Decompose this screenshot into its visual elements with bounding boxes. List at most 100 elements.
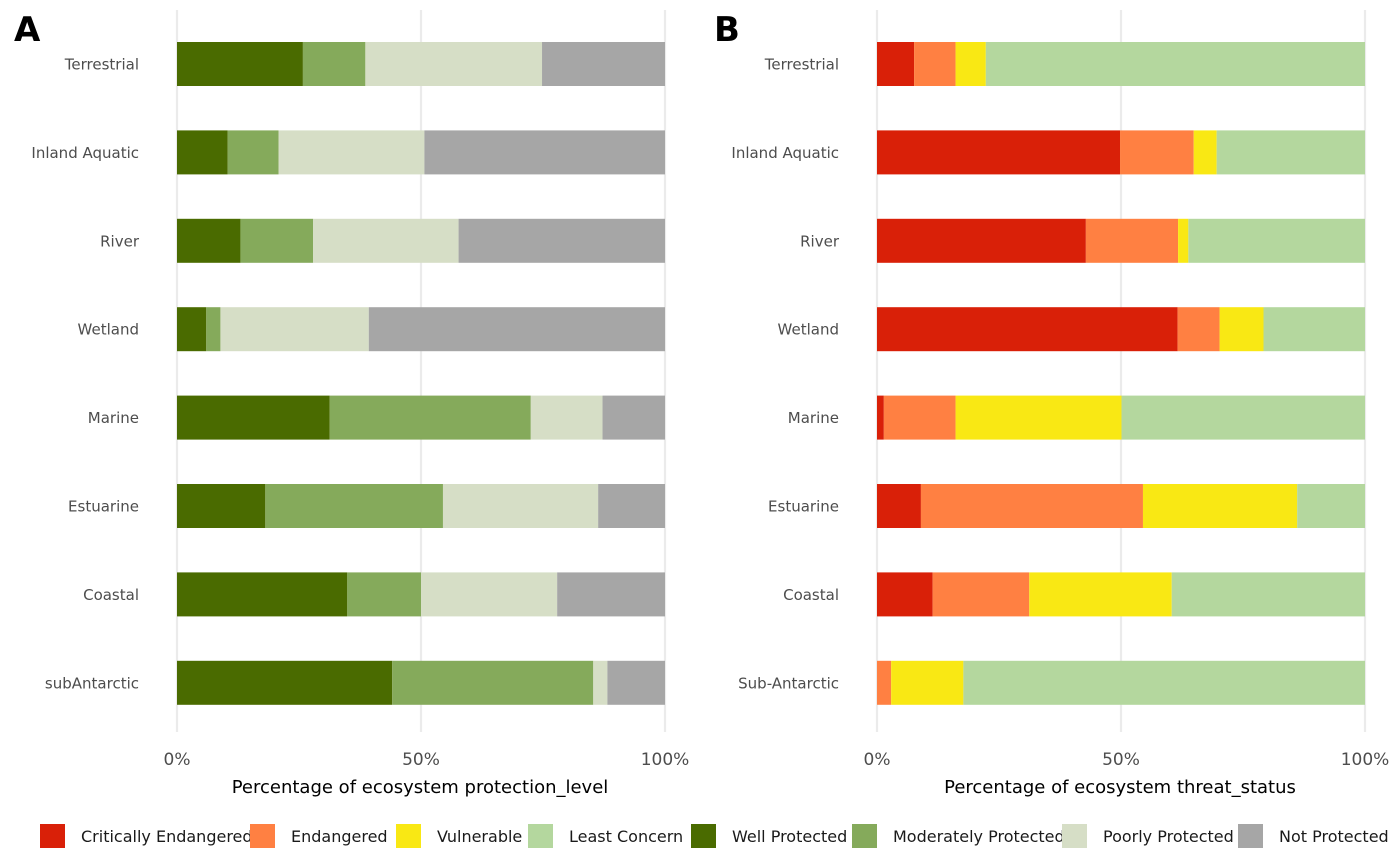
panel-b-bars [877, 42, 1365, 705]
panel-b-bar-inland-aquatic-endangered [1120, 130, 1194, 175]
panel-a-bar-coastal-well-protected [177, 572, 348, 617]
panel-b-bar-river-least-concern [1188, 218, 1365, 263]
panel-b-category-label: Wetland [778, 321, 839, 339]
panel-a-bar-wetland-poorly-protected [220, 307, 369, 352]
panel-b-category-label: River [800, 232, 840, 250]
panel-a-bar-estuarine-well-protected [177, 484, 266, 528]
panel-b-tick-labels: 0% 50% 100% [864, 750, 1390, 770]
panel-a-bar-river-poorly-protected [313, 218, 459, 263]
panel-a-bar-terrestrial-not-protected [542, 42, 665, 86]
panel-a-category-label: Terrestrial [64, 56, 139, 74]
panel-b-letter: B [714, 10, 740, 50]
panel-a-bar-river-moderately-protected [240, 218, 314, 263]
panel-a-category-label: subAntarctic [45, 674, 139, 692]
legend-label-endangered: Endangered [291, 827, 388, 846]
panel-a-bar-inland-aquatic-not-protected [424, 130, 665, 175]
panel-b-bar-terrestrial-critically-endangered [877, 42, 915, 86]
panel-b-bar-wetland-least-concern [1263, 307, 1365, 352]
panel-a-bar-wetland-moderately-protected [206, 307, 221, 352]
panel-a-bar-subantarctic-moderately-protected [392, 660, 594, 705]
panel-b-category-labels: Terrestrial Inland Aquatic River Wetland Mar… [731, 56, 839, 693]
panel-a-bar-marine-well-protected [177, 395, 330, 440]
panel-b-bar-estuarine-critically-endangered [877, 484, 921, 528]
panel-b-tick-label: 0% [864, 750, 891, 770]
panel-a-category-labels: Terrestrial Inland Aquatic River Wetland Mar… [31, 56, 139, 693]
panel-b-bar-coastal-least-concern [1171, 572, 1365, 617]
panel-b-bar-river-vulnerable [1178, 218, 1189, 263]
panel-b-category-label: Marine [788, 409, 839, 427]
legend-swatch-vulnerable [396, 824, 421, 848]
panel-a-tick-label: 100% [641, 750, 690, 770]
legend: Critically Endangered Endangered Vulnerabl… [40, 824, 1389, 848]
panel-b-bar-coastal-vulnerable [1029, 572, 1172, 617]
legend-swatch-moderately-protected [852, 824, 877, 848]
panel-b-bar-sub-antarctic-endangered [877, 660, 892, 705]
legend-label-not-protected: Not Protected [1279, 827, 1389, 846]
panel-a-bar-terrestrial-well-protected [177, 42, 303, 86]
legend-label-well-protected: Well Protected [732, 827, 847, 846]
panel-a-bar-wetland-well-protected [177, 307, 207, 352]
panel-b-bar-marine-critically-endangered [877, 395, 884, 440]
panel-a-bar-river-not-protected [458, 218, 665, 263]
panel-b-tick-label: 50% [1102, 750, 1140, 770]
panel-b-bar-sub-antarctic-least-concern [963, 660, 1365, 705]
panel-b-bar-terrestrial-endangered [914, 42, 956, 86]
panel-b-category-label: Sub-Antarctic [738, 674, 839, 692]
panel-a-category-label: Coastal [83, 586, 139, 604]
legend-swatch-not-protected [1238, 824, 1263, 848]
panel-b-bar-terrestrial-vulnerable [955, 42, 986, 86]
panel-b-bar-estuarine-endangered [920, 484, 1143, 528]
legend-label-vulnerable: Vulnerable [437, 827, 522, 846]
panel-a-category-label: River [100, 232, 140, 250]
panel-b-grid [875, 10, 1367, 732]
panel-a-letter: A [14, 10, 41, 50]
panel-a-bar-inland-aquatic-well-protected [177, 130, 228, 175]
legend-swatch-well-protected [691, 824, 716, 848]
panel-a-bar-estuarine-poorly-protected [442, 484, 599, 528]
panel-b-bar-wetland-vulnerable [1219, 307, 1264, 352]
panel-b-tick-label: 100% [1341, 750, 1390, 770]
panel-b-bar-coastal-critically-endangered [877, 572, 933, 617]
legend-label-moderately-protected: Moderately Protected [893, 827, 1065, 846]
panel-a-bar-inland-aquatic-poorly-protected [278, 130, 425, 175]
panel-a-bar-estuarine-not-protected [598, 484, 665, 528]
panel-a-bar-inland-aquatic-moderately-protected [227, 130, 279, 175]
panel-a-category-label: Marine [88, 409, 139, 427]
panel-a-bar-estuarine-moderately-protected [265, 484, 443, 528]
panel-b-bar-wetland-endangered [1177, 307, 1220, 352]
panel-b-x-axis-title: Percentage of ecosystem threat_status [944, 777, 1296, 798]
panel-a-tick-label: 50% [402, 750, 440, 770]
panel-a-bar-terrestrial-moderately-protected [302, 42, 366, 86]
panel-a-bar-marine-poorly-protected [530, 395, 603, 440]
legend-swatch-critically-endangered [40, 824, 65, 848]
legend-label-poorly-protected: Poorly Protected [1103, 827, 1234, 846]
panel-b-bar-coastal-endangered [932, 572, 1030, 617]
panel-b-bar-estuarine-least-concern [1297, 484, 1365, 528]
panel-b-category-label: Terrestrial [764, 56, 839, 74]
legend-swatch-least-concern [528, 824, 553, 848]
panel-a-category-label: Wetland [78, 321, 139, 339]
panel-b-bar-marine-least-concern [1121, 395, 1365, 440]
panel-b-bar-inland-aquatic-least-concern [1216, 130, 1365, 175]
panel-b-bar-inland-aquatic-critically-endangered [877, 130, 1121, 175]
panel-b-bar-marine-vulnerable [955, 395, 1122, 440]
panel-b-bar-inland-aquatic-vulnerable [1193, 130, 1217, 175]
panel-b-bar-river-critically-endangered [877, 218, 1086, 263]
panel-a-bars [177, 42, 665, 705]
panel-a: A Terrestrial Inland Aquatic River Wetland M… [14, 10, 689, 798]
panel-b-bar-terrestrial-least-concern [985, 42, 1365, 86]
panel-a-bar-coastal-not-protected [557, 572, 665, 617]
panel-a-bar-subantarctic-poorly-protected [593, 660, 608, 705]
legend-swatch-poorly-protected [1062, 824, 1087, 848]
panel-a-bar-coastal-moderately-protected [347, 572, 421, 617]
legend-swatch-endangered [250, 824, 275, 848]
panel-a-x-axis-title: Percentage of ecosystem protection_level [232, 777, 609, 798]
panel-a-grid [175, 10, 667, 732]
panel-a-bar-river-well-protected [177, 218, 241, 263]
panel-a-category-label: Inland Aquatic [31, 144, 139, 162]
panel-a-category-label: Estuarine [68, 498, 139, 516]
panel-a-bar-wetland-not-protected [368, 307, 665, 352]
panel-a-bar-marine-moderately-protected [329, 395, 531, 440]
panel-b-category-label: Coastal [783, 586, 839, 604]
